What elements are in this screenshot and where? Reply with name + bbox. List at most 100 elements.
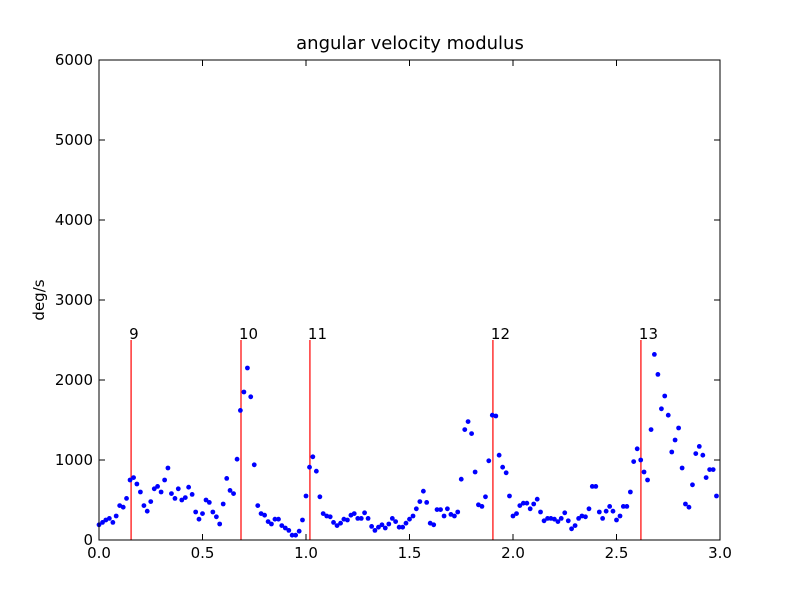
point — [376, 524, 381, 530]
point — [382, 525, 388, 531]
point — [452, 513, 457, 519]
point — [520, 500, 526, 506]
point — [572, 523, 578, 528]
point — [182, 495, 188, 500]
point — [431, 522, 437, 528]
point — [458, 476, 464, 482]
point — [665, 412, 671, 418]
point — [144, 508, 150, 514]
point — [276, 516, 281, 522]
point — [196, 516, 202, 522]
point — [289, 532, 295, 538]
point — [138, 489, 143, 495]
point — [269, 521, 274, 527]
point — [206, 500, 212, 505]
point — [131, 475, 136, 480]
point — [141, 503, 147, 508]
point — [134, 481, 140, 487]
point — [479, 504, 485, 509]
point — [265, 519, 271, 524]
point — [420, 488, 426, 494]
point — [317, 494, 323, 500]
point — [310, 454, 316, 460]
point — [127, 477, 133, 483]
point — [596, 509, 602, 515]
chart-title: angular velocity modulus — [296, 33, 524, 54]
point — [210, 509, 216, 515]
point — [496, 452, 502, 458]
point — [638, 457, 644, 463]
point — [576, 516, 582, 521]
point — [351, 511, 357, 516]
point — [255, 503, 261, 508]
point — [165, 465, 171, 471]
point — [417, 499, 423, 504]
point — [593, 484, 599, 489]
point — [396, 524, 402, 530]
point — [703, 475, 709, 480]
point — [279, 523, 285, 528]
point — [455, 509, 461, 515]
point — [469, 431, 474, 436]
point — [307, 464, 312, 470]
point — [241, 389, 247, 395]
point — [538, 509, 543, 515]
point — [248, 394, 254, 400]
point — [169, 491, 174, 496]
point — [158, 489, 164, 495]
x-tick-label: 3.0 — [708, 544, 732, 562]
point — [589, 484, 595, 489]
point — [113, 513, 119, 519]
point — [100, 520, 105, 525]
point — [327, 514, 333, 520]
point — [690, 482, 695, 488]
point — [441, 513, 447, 519]
point — [679, 465, 685, 471]
y-tick-label: 2000 — [55, 371, 93, 389]
point — [203, 497, 209, 503]
point — [358, 516, 364, 521]
point — [696, 444, 702, 449]
y-tick-label: 1000 — [55, 451, 93, 469]
x-tick-label: 0.5 — [191, 544, 215, 562]
point — [655, 372, 661, 377]
point — [320, 511, 326, 516]
point — [234, 456, 240, 462]
y-axis-label: deg/s — [30, 279, 48, 320]
point — [686, 504, 692, 510]
point — [172, 496, 178, 501]
point — [714, 493, 719, 499]
point — [641, 469, 647, 475]
point — [683, 501, 688, 507]
y-tick-label: 0 — [83, 531, 93, 549]
point — [562, 510, 568, 516]
point — [693, 451, 699, 456]
point — [648, 427, 654, 432]
point — [372, 528, 378, 533]
point — [645, 477, 650, 483]
point — [148, 499, 154, 504]
point — [514, 511, 519, 516]
point — [627, 489, 633, 495]
point — [162, 477, 168, 483]
point — [106, 516, 112, 521]
point — [237, 408, 243, 413]
point — [438, 507, 443, 512]
point — [175, 486, 181, 492]
point — [272, 516, 278, 522]
point — [634, 446, 640, 452]
point — [707, 467, 713, 472]
point — [555, 519, 561, 524]
point — [569, 526, 574, 532]
point — [407, 516, 412, 522]
point — [617, 513, 623, 519]
point — [410, 513, 416, 519]
point — [293, 532, 299, 538]
x-tick-label: 2.0 — [501, 544, 525, 562]
point — [600, 516, 606, 521]
point — [486, 458, 492, 464]
marker-label: 9 — [129, 325, 139, 343]
point — [607, 504, 613, 509]
point — [534, 496, 540, 502]
